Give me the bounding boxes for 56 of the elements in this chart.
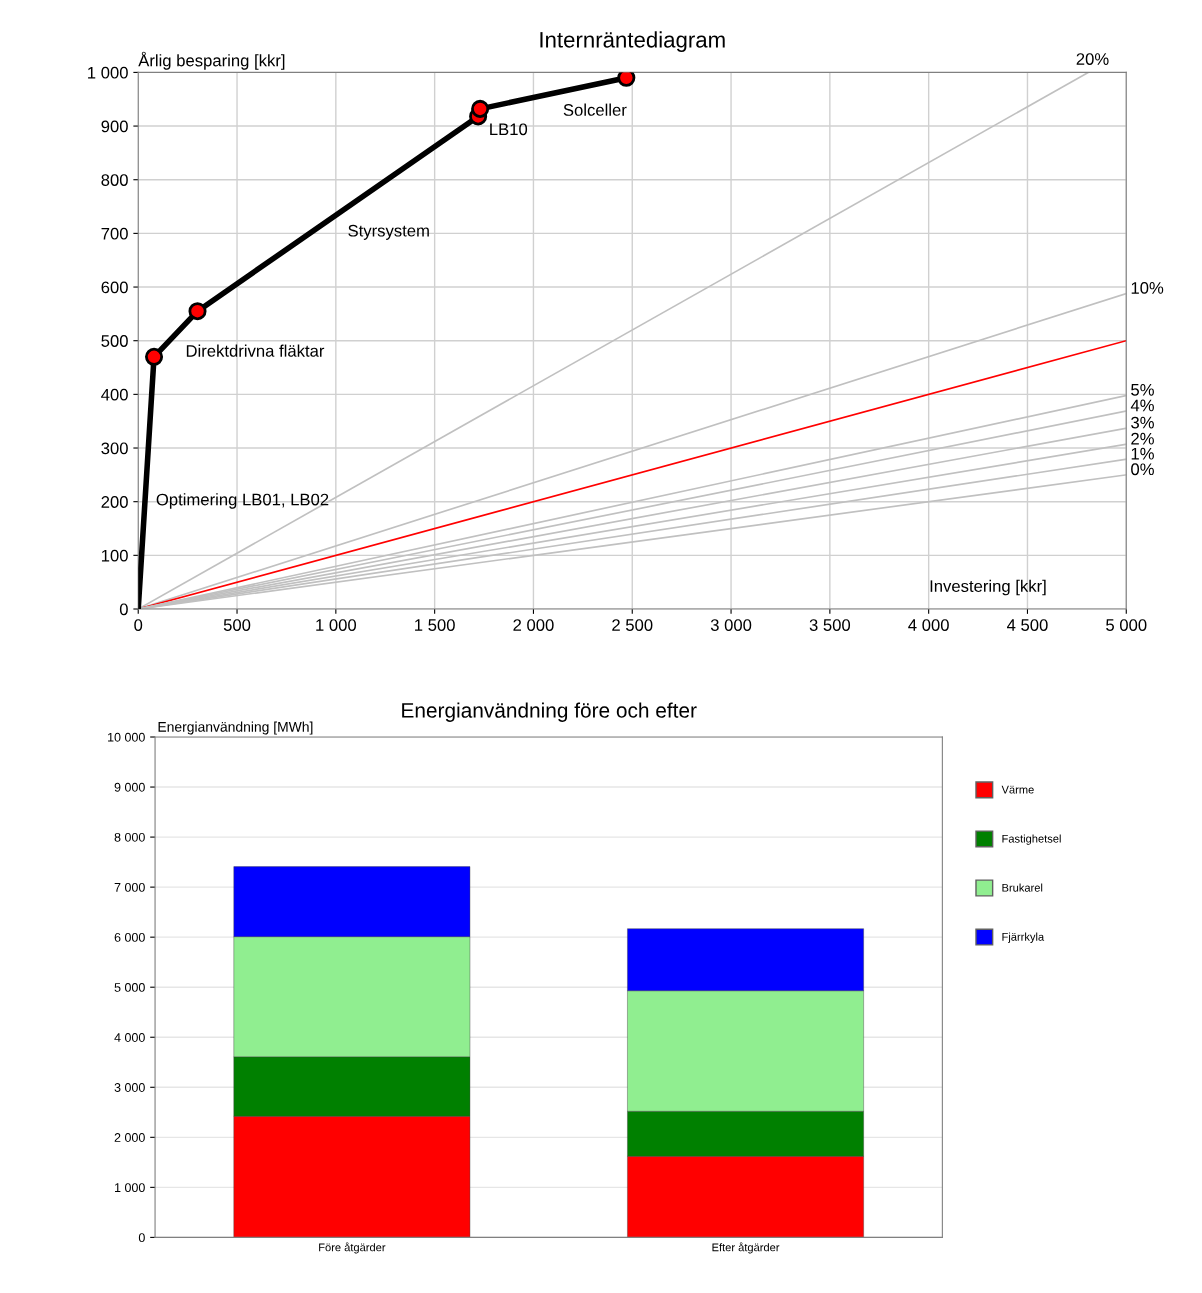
y-axis-title: Energianvändning [MWh] xyxy=(158,721,313,735)
x-tick-label: Före åtgärder xyxy=(319,1242,386,1254)
annotation: Direktdrivna fläktar xyxy=(186,344,325,357)
y-tick-label: 9 000 xyxy=(114,782,145,792)
y-tick-label: 10 000 xyxy=(108,732,145,742)
y-tick-label: 1 000 xyxy=(115,1183,145,1193)
y-tick-label: 300 xyxy=(101,442,128,455)
x-axis-title: Investering [kkr] xyxy=(930,579,1046,596)
annotation: Styrsystem xyxy=(348,224,429,240)
annotation: Optimering LB01, LB02 xyxy=(156,493,329,509)
legend-label: Fjärrkyla xyxy=(1002,932,1045,943)
y-axis-title: Årlig besparing [kkr] xyxy=(138,51,285,70)
y-tick-label: 700 xyxy=(101,227,128,240)
x-tick-label: 2 500 xyxy=(612,619,653,631)
series-label: 5% xyxy=(1131,384,1154,396)
series-label: 2% xyxy=(1131,432,1154,445)
series-label: 3% xyxy=(1131,416,1154,429)
x-tick-label: 4 500 xyxy=(1007,619,1048,631)
x-tick-label: 4 000 xyxy=(908,619,949,631)
y-tick-label: 3 000 xyxy=(114,1083,145,1092)
y-tick-label: 100 xyxy=(101,549,128,562)
y-tick-label: 200 xyxy=(101,496,128,508)
x-tick-label: 1 000 xyxy=(316,619,357,631)
x-tick-label: 5 000 xyxy=(1106,619,1147,631)
y-tick-label: 500 xyxy=(101,335,128,347)
y-tick-label: 600 xyxy=(101,281,128,294)
legend-label: Värme xyxy=(1001,785,1034,794)
y-tick-label: 8 000 xyxy=(114,832,145,842)
legend-label: Fastighetsel xyxy=(1002,834,1061,845)
x-tick-label: 2 000 xyxy=(513,619,554,631)
y-tick-label: 900 xyxy=(101,120,128,133)
y-tick-label: 6 000 xyxy=(114,932,145,942)
y-tick-label: 4 000 xyxy=(114,1033,145,1042)
y-tick-label: 2 000 xyxy=(114,1133,145,1142)
series-label: 4% xyxy=(1130,399,1154,412)
y-tick-label: 7 000 xyxy=(114,882,145,892)
legend-label: Brukarel xyxy=(1002,883,1043,892)
y-tick-label: 0 xyxy=(119,603,128,616)
x-tick-label: 3 500 xyxy=(809,619,851,631)
chart-title: Energianvändning före och efter xyxy=(402,702,697,722)
series-label: 0% xyxy=(1131,463,1154,476)
y-tick-label: 800 xyxy=(101,174,128,186)
x-tick-label: 3 000 xyxy=(710,619,752,631)
y-tick-label: 400 xyxy=(101,388,128,401)
annotation: Solceller xyxy=(563,103,627,116)
x-tick-label: 1 500 xyxy=(415,619,455,631)
y-tick-label: 5 000 xyxy=(114,983,145,992)
x-tick-label: Efter åtgärder xyxy=(712,1242,780,1254)
series-label: 10% xyxy=(1131,281,1164,294)
y-tick-label: 0 xyxy=(138,1233,145,1243)
y-tick-label: 1 000 xyxy=(88,66,128,79)
chart-title: Internräntediagram xyxy=(540,31,725,53)
series-label: 20% xyxy=(1076,53,1109,65)
series-label: 1% xyxy=(1131,447,1154,460)
x-tick-label: 500 xyxy=(223,619,251,631)
annotation: LB10 xyxy=(490,123,528,136)
